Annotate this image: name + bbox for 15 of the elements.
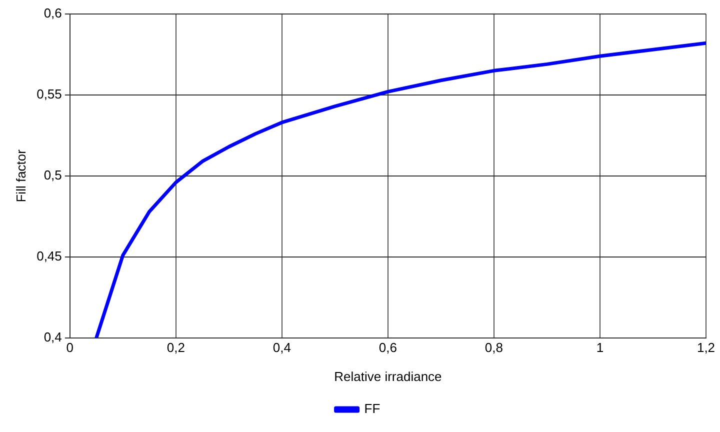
x-tick-label: 0 <box>66 340 74 356</box>
y-tick-label: 0,5 <box>44 167 62 182</box>
x-tick-label: 0,8 <box>484 340 504 356</box>
x-tick-label: 0,2 <box>166 340 185 356</box>
y-tick-label: 0,55 <box>36 86 62 102</box>
y-tick-label: 0,45 <box>36 248 62 264</box>
x-axis-title: Relative irradiance <box>334 368 442 384</box>
x-tick-label: 0,4 <box>272 340 291 356</box>
x-tick-label: 1,2 <box>696 340 716 356</box>
y-tick-label: 0,6 <box>44 6 62 21</box>
x-tick-label: 0,6 <box>378 340 397 356</box>
y-axis-title: Fill factor <box>13 148 28 202</box>
y-tick-label: 0,4 <box>44 329 62 344</box>
legend-label: FF <box>364 401 380 416</box>
x-tick-label: 1 <box>596 340 604 356</box>
